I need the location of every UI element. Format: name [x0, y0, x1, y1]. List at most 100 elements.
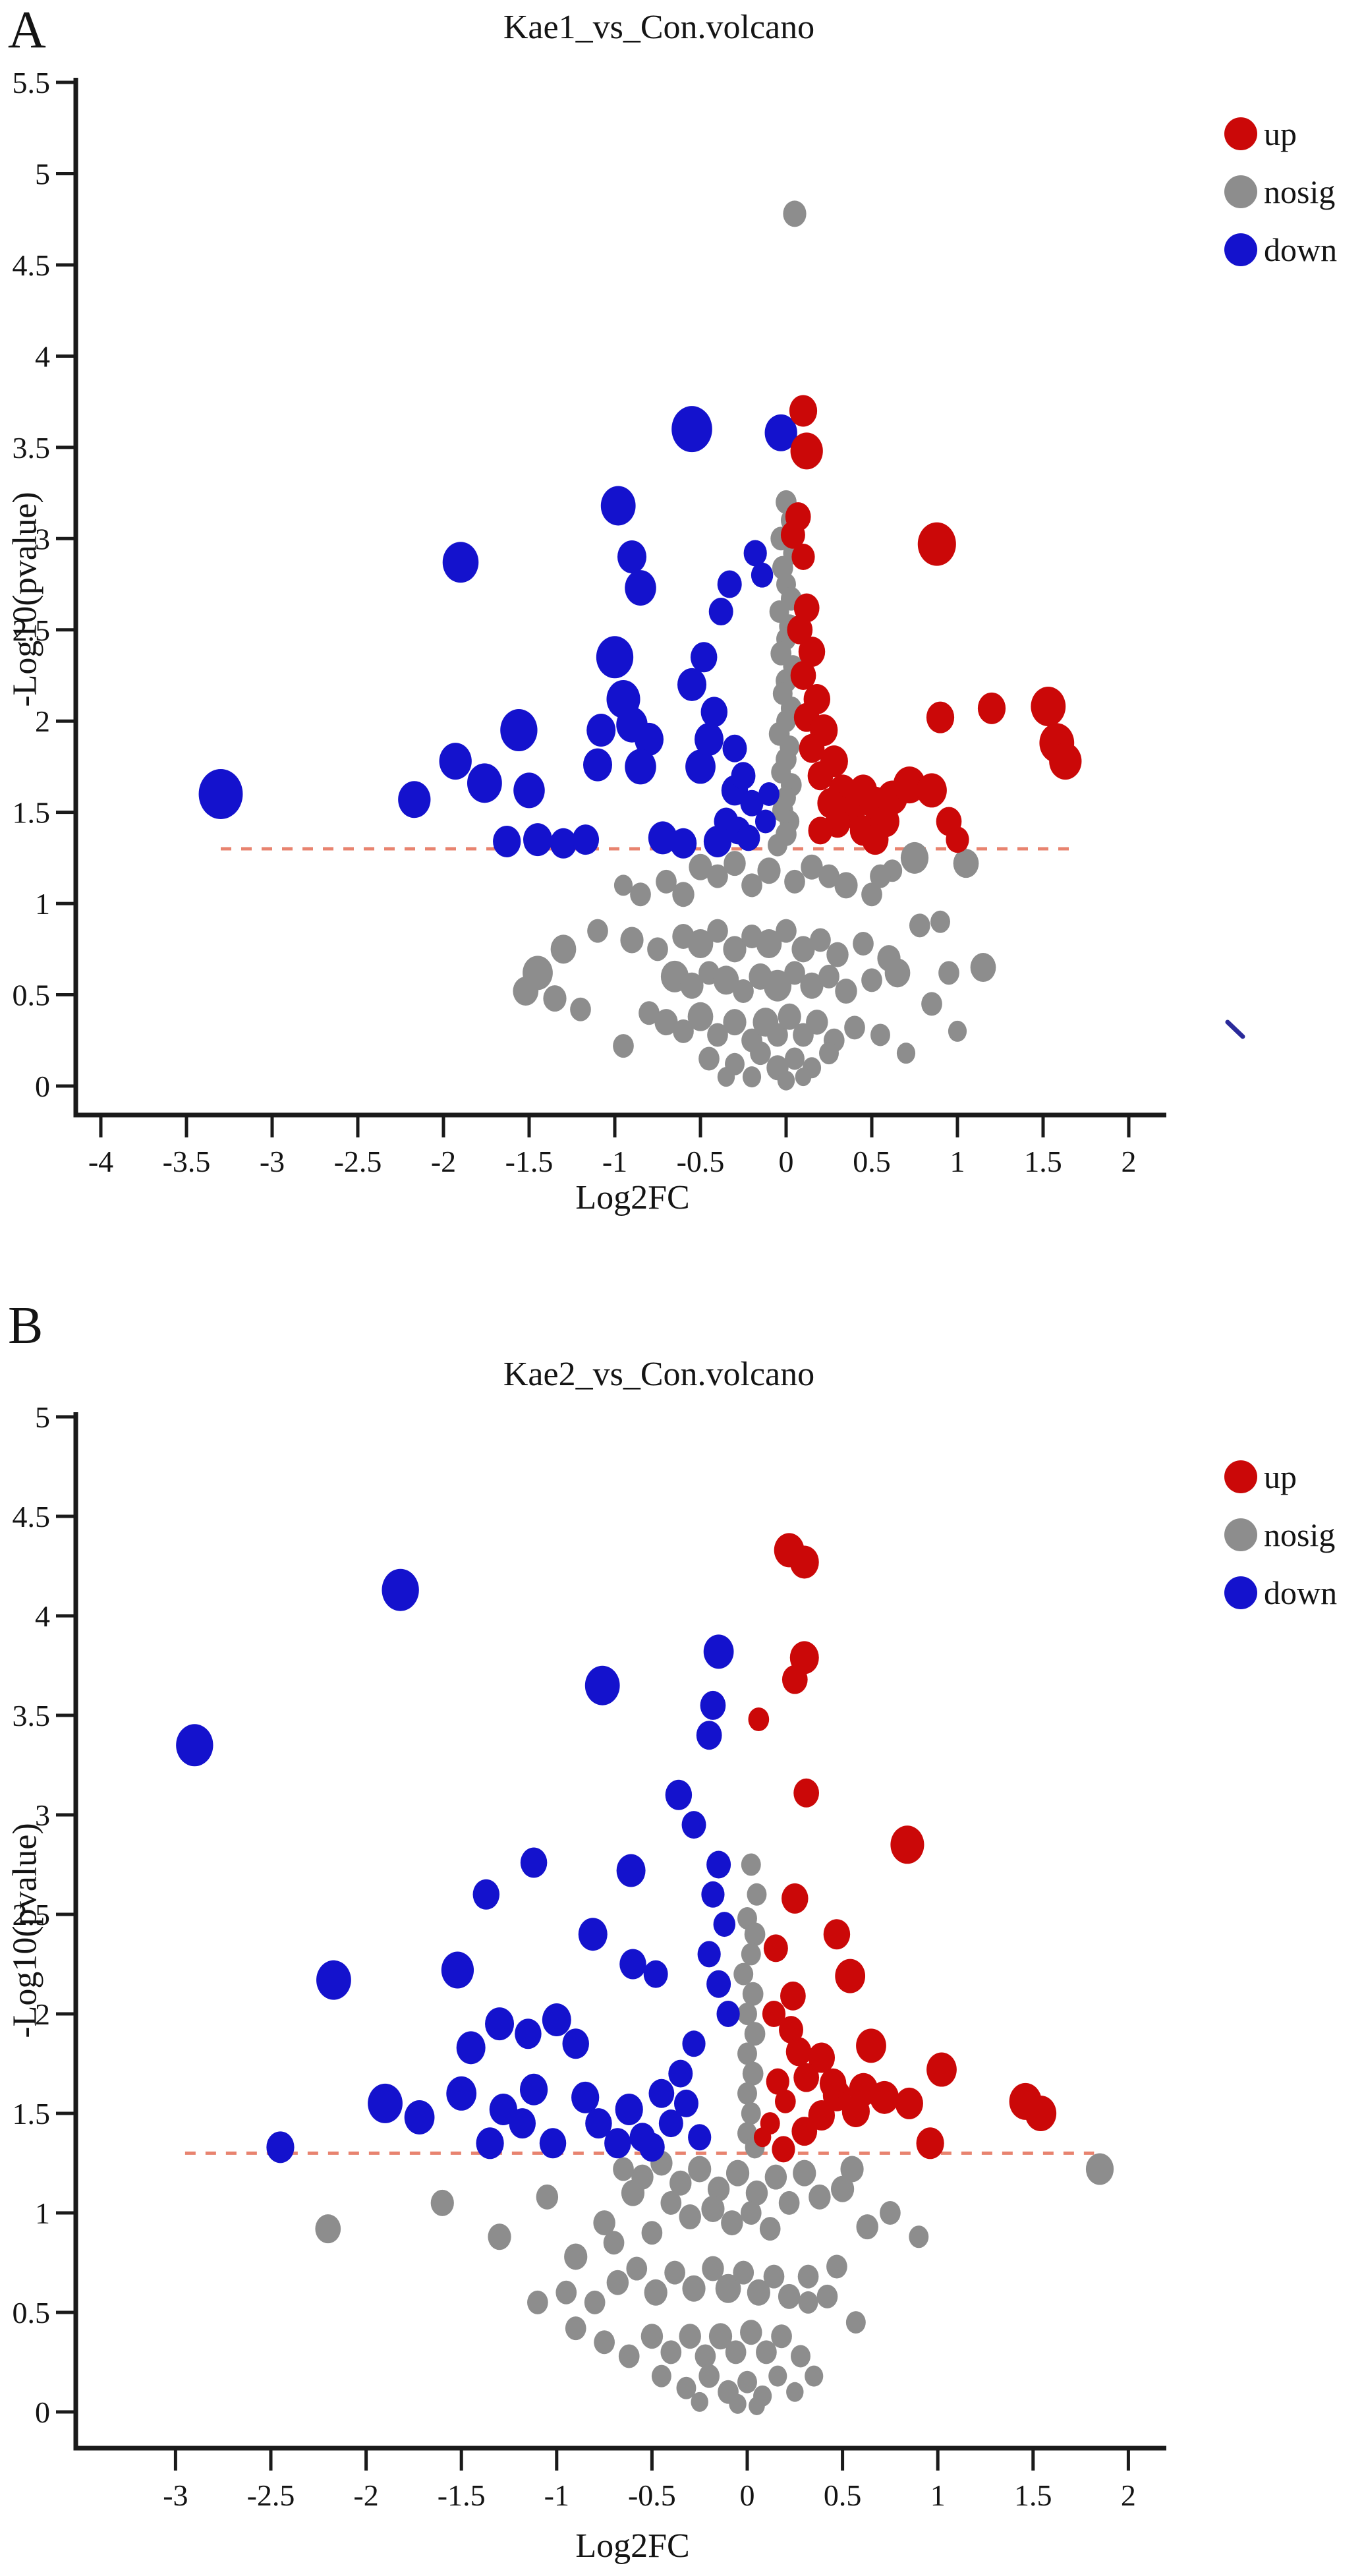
- data-point-nosig: [672, 882, 695, 907]
- legend-item-up: up: [1224, 1460, 1337, 1493]
- data-point-up: [772, 2136, 795, 2163]
- data-point-down: [550, 828, 577, 859]
- data-point-up: [791, 2117, 818, 2146]
- data-point-down: [616, 1854, 646, 1887]
- data-point-nosig: [741, 2102, 761, 2125]
- data-point-down: [476, 2127, 504, 2160]
- data-point-down: [500, 709, 538, 752]
- legend-label-nosig: nosig: [1264, 1516, 1336, 1553]
- data-point-nosig: [749, 2396, 765, 2415]
- data-point-nosig: [564, 2243, 588, 2270]
- data-point-nosig: [784, 869, 805, 894]
- x-tick-label: -1.5: [505, 1145, 554, 1178]
- data-point-nosig: [953, 849, 979, 878]
- y-tick-label: 2: [35, 704, 50, 738]
- data-point-nosig: [733, 979, 754, 1004]
- data-point-nosig: [776, 919, 797, 943]
- data-point-down: [700, 1690, 726, 1720]
- data-point-nosig: [682, 2275, 706, 2302]
- data-point-nosig: [570, 997, 591, 1021]
- data-point-nosig: [826, 942, 849, 967]
- data-point-nosig: [880, 2201, 901, 2225]
- data-point-down: [722, 734, 747, 762]
- x-tick-label: -2.5: [334, 1145, 382, 1178]
- data-point-nosig: [660, 2340, 682, 2364]
- data-point-down: [266, 2131, 295, 2163]
- y-tick-label: 0.5: [13, 979, 51, 1012]
- x-tick-label: 0: [740, 2478, 755, 2512]
- data-point-up: [819, 2068, 847, 2099]
- data-point-down: [681, 1811, 706, 1839]
- x-tick-label: -0.5: [677, 1145, 725, 1178]
- x-tick-label: -4: [88, 1145, 113, 1178]
- data-point-up: [807, 761, 834, 791]
- y-tick-label: 5: [35, 157, 50, 191]
- data-point-down: [509, 2108, 536, 2139]
- x-tick-label: -3: [260, 1145, 285, 1178]
- y-tick-label: 4: [35, 339, 50, 373]
- data-point-down: [737, 824, 760, 851]
- legend-label-down: down: [1264, 231, 1338, 268]
- data-point-nosig: [948, 1020, 967, 1042]
- data-point-down: [515, 2018, 542, 2049]
- data-point-down: [583, 748, 612, 782]
- data-point-up: [835, 1959, 866, 1993]
- data-point-nosig: [687, 1002, 714, 1031]
- x-tick-label: -2: [431, 1145, 456, 1178]
- data-point-up: [1049, 743, 1082, 780]
- data-point-nosig: [723, 936, 747, 963]
- data-point-nosig: [640, 2324, 664, 2349]
- data-point-down: [669, 828, 697, 859]
- data-point-nosig: [641, 2221, 663, 2245]
- data-point-nosig: [768, 2365, 787, 2387]
- y-tick-label: 2.5: [13, 614, 51, 647]
- data-point-nosig: [639, 1001, 660, 1025]
- data-point-nosig: [742, 2061, 764, 2086]
- x-tick-label: 2: [1121, 2478, 1136, 2512]
- data-point-nosig: [819, 1042, 839, 1065]
- x-tick-label: 0: [779, 1145, 794, 1178]
- data-point-down: [758, 782, 780, 806]
- data-point-nosig: [725, 2340, 747, 2364]
- data-point-nosig: [695, 2344, 716, 2368]
- nosig-dot-icon: [1224, 1518, 1257, 1551]
- y-tick-label: 3.5: [13, 1699, 51, 1732]
- data-point-up: [917, 773, 947, 808]
- data-point-nosig: [742, 1066, 762, 1088]
- y-tick-label: 2.5: [13, 1898, 51, 1932]
- data-point-nosig: [630, 882, 651, 907]
- y-tick-label: 2: [35, 1997, 50, 2031]
- data-point-nosig: [680, 972, 704, 999]
- data-point-nosig: [737, 2003, 757, 2025]
- x-tick-label: 1.5: [1014, 2478, 1052, 2512]
- data-point-nosig: [747, 1883, 767, 1906]
- data-point-down: [382, 1568, 419, 1611]
- x-tick-label: 1: [950, 1145, 965, 1178]
- data-point-nosig: [698, 1046, 720, 1071]
- data-point-down: [467, 763, 502, 803]
- data-point-up: [762, 2001, 786, 2027]
- data-point-down: [586, 714, 616, 747]
- data-point-up: [861, 824, 889, 855]
- data-point-down: [731, 762, 756, 790]
- data-point-nosig: [644, 2279, 668, 2306]
- data-point-nosig: [594, 2330, 615, 2355]
- data-point-nosig: [725, 2160, 750, 2187]
- data-point-down: [648, 821, 677, 855]
- data-point-nosig: [784, 961, 805, 985]
- data-point-nosig: [536, 2184, 559, 2210]
- x-tick-label: -1.5: [438, 2478, 486, 2512]
- panel-a-x-axis-label: Log2FC: [575, 1179, 690, 1216]
- data-point-down: [456, 2031, 486, 2065]
- data-point-nosig: [613, 874, 633, 896]
- data-point-nosig: [702, 2256, 724, 2281]
- data-point-down: [520, 1847, 548, 1878]
- data-point-up: [785, 2037, 812, 2067]
- data-point-down: [619, 1949, 646, 1980]
- data-point-nosig: [687, 929, 714, 959]
- data-point-nosig: [707, 919, 728, 943]
- data-point-nosig: [831, 2175, 855, 2202]
- data-point-nosig: [756, 2340, 777, 2364]
- legend-item-nosig: nosig: [1224, 1518, 1337, 1551]
- data-point-nosig: [673, 1019, 694, 1043]
